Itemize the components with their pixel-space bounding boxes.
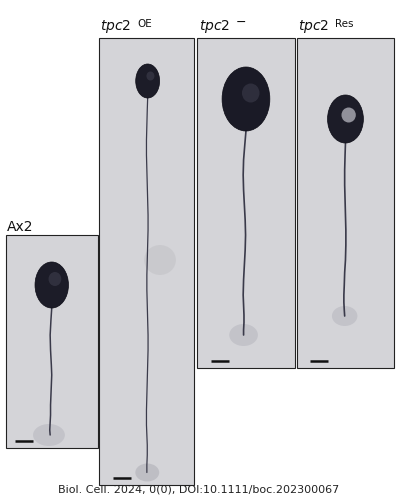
Ellipse shape [229, 324, 258, 346]
Ellipse shape [222, 67, 270, 131]
Ellipse shape [332, 306, 357, 326]
Text: $\mathit{tpc2}$: $\mathit{tpc2}$ [199, 18, 230, 35]
Text: Res: Res [335, 19, 353, 29]
Text: $\mathit{tpc2}$: $\mathit{tpc2}$ [298, 18, 330, 35]
Ellipse shape [242, 84, 259, 102]
Bar [197, 38, 295, 368]
Bar [297, 38, 394, 368]
Text: Ax2: Ax2 [7, 220, 34, 234]
Ellipse shape [35, 262, 68, 308]
Ellipse shape [135, 464, 159, 481]
Ellipse shape [144, 245, 176, 275]
Bar [6, 235, 98, 448]
Text: OE: OE [137, 19, 152, 29]
Ellipse shape [328, 95, 363, 143]
Ellipse shape [49, 272, 61, 286]
Ellipse shape [33, 424, 65, 446]
Text: $\mathit{tpc2}$: $\mathit{tpc2}$ [100, 18, 132, 35]
Text: −: − [235, 16, 246, 29]
Ellipse shape [146, 72, 154, 80]
Ellipse shape [341, 108, 356, 122]
Ellipse shape [136, 64, 160, 98]
Text: Biol. Cell. 2024, 0(0), DOI:10.1111/boc.202300067: Biol. Cell. 2024, 0(0), DOI:10.1111/boc.… [59, 484, 339, 494]
Bar [99, 38, 194, 485]
